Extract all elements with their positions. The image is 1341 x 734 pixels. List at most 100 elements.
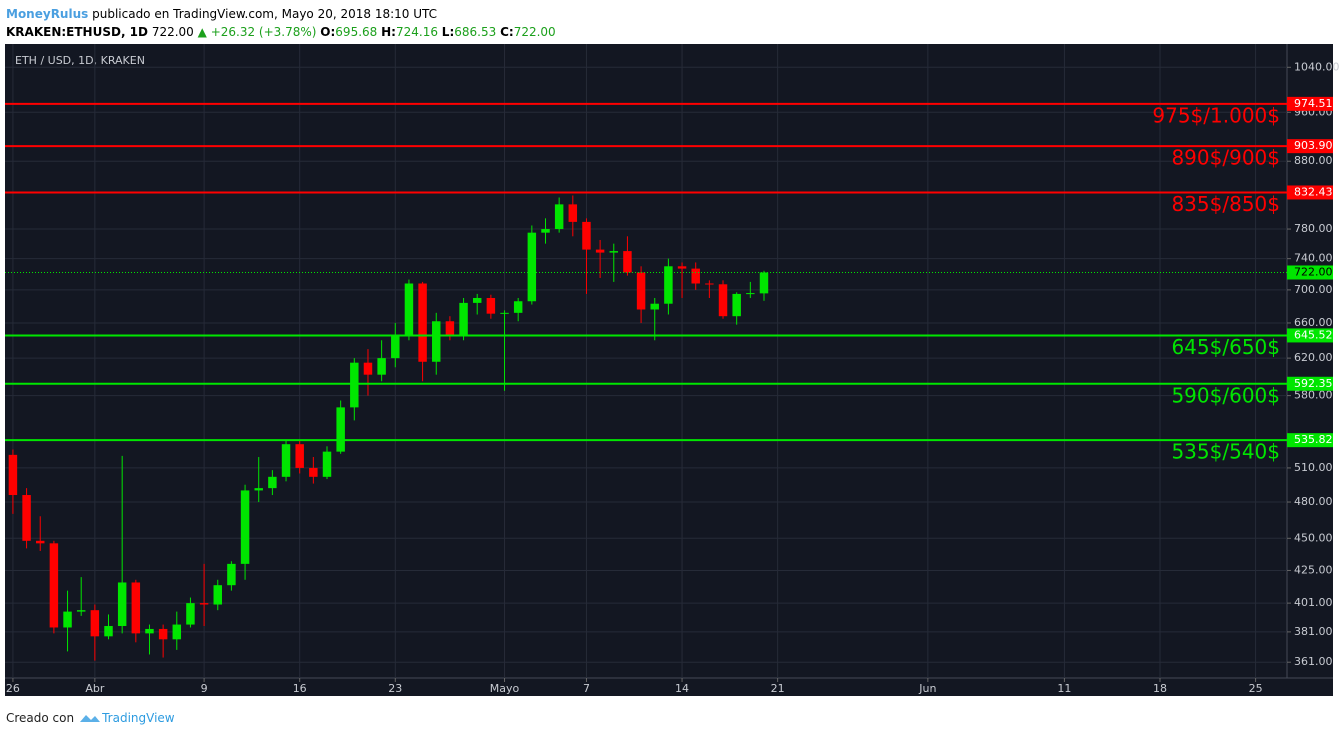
ohlc-val: 686.53	[454, 25, 497, 39]
level-label: 645.52	[1294, 328, 1333, 341]
x-tick-label: 26	[6, 682, 20, 695]
level-label: 903.90	[1294, 139, 1333, 152]
candle-body	[76, 610, 86, 612]
y-tick-label: 880.00	[1294, 154, 1333, 167]
candle-body	[568, 204, 578, 222]
level-label: 974.51	[1294, 97, 1333, 110]
candle-body	[718, 284, 728, 317]
candle-body	[131, 582, 141, 634]
candle-body	[418, 283, 427, 362]
x-tick-label: 16	[293, 682, 307, 695]
candle-body	[691, 268, 700, 284]
candle-body	[595, 249, 605, 253]
candle-body	[158, 628, 168, 640]
change: +26.32 (+3.78%)	[210, 25, 317, 39]
y-tick-label: 510.00	[1294, 461, 1333, 474]
ohlc-val: 695.68	[335, 25, 378, 39]
candle-body	[732, 293, 741, 317]
candle-body	[623, 251, 632, 273]
candle-body	[336, 407, 345, 452]
x-tick-label: 25	[1249, 682, 1263, 695]
candle-body	[104, 626, 113, 637]
y-tick-label: 425.00	[1294, 563, 1333, 576]
candle-body	[391, 335, 400, 359]
candle-body	[677, 266, 687, 269]
candle-body	[8, 454, 18, 496]
x-tick-label: 7	[583, 682, 590, 695]
candle-body	[445, 321, 455, 336]
candle-body	[227, 563, 236, 586]
y-tick-label: 361.00	[1294, 655, 1333, 668]
candle-body	[500, 312, 509, 314]
chart: ETH / USD, 1D, KRAKEN 1040.00960.00880.0…	[0, 42, 1341, 698]
level-annotation: 890$/900$	[1171, 146, 1280, 170]
header-line-2: KRAKEN:ETHUSD, 1D 722.00 ▲ +26.32 (+3.78…	[6, 23, 556, 41]
y-tick-label: 580.00	[1294, 389, 1333, 402]
level-tag	[1287, 96, 1333, 111]
candle-body	[281, 444, 291, 477]
last: 722.00	[151, 25, 194, 39]
candle-body	[172, 624, 182, 640]
candle-body	[582, 221, 591, 250]
last-price-label: 722.00	[1294, 265, 1333, 278]
candle-body	[240, 490, 250, 564]
candle-body	[322, 451, 332, 477]
candle-body	[609, 251, 619, 253]
candle-body	[186, 603, 195, 625]
level-label: 592.35	[1294, 377, 1333, 390]
logo	[80, 715, 101, 722]
brand[interactable]: TradingView	[102, 711, 175, 725]
footer: Creado con TradingView	[6, 708, 175, 725]
x-tick-label: Mayo	[490, 682, 520, 695]
x-tick-label: 21	[771, 682, 785, 695]
level-label: 832.43	[1294, 185, 1333, 198]
ohlc-key: L:	[441, 25, 455, 39]
candle-body	[459, 302, 468, 336]
y-tick-label: 620.00	[1294, 351, 1333, 364]
candle-body	[554, 204, 564, 230]
arrow: ▲	[197, 25, 207, 39]
ohlc-val: 722.00	[513, 25, 556, 39]
author: MoneyRulus	[6, 7, 89, 21]
header: MoneyRulus publicado en TradingView.com,…	[6, 5, 556, 41]
candle-body	[295, 444, 304, 468]
y-tick-label: 450.00	[1294, 531, 1333, 544]
last-price-tag	[1287, 265, 1333, 280]
candle-body	[746, 293, 755, 295]
y-tick-label: 700.00	[1294, 283, 1333, 296]
candle-body	[35, 540, 45, 544]
x-tick-label: 23	[388, 682, 402, 695]
candle-body	[213, 585, 222, 605]
level-annotation: 535$/540$	[1171, 440, 1280, 464]
candle-body	[117, 582, 127, 627]
x-tick-label: 18	[1153, 682, 1167, 695]
x-tick-label: 14	[675, 682, 689, 695]
candle-body	[705, 283, 714, 285]
candle-body	[268, 476, 277, 489]
y-tick-label: 660.00	[1294, 316, 1333, 329]
candle-body	[63, 611, 72, 628]
candle-body	[636, 272, 646, 310]
level-tag	[1287, 328, 1333, 343]
candle-body	[650, 303, 659, 310]
candle-body	[513, 301, 523, 313]
candle-body	[49, 543, 59, 628]
y-tick-label: 401.00	[1294, 596, 1333, 609]
candle-body	[759, 272, 769, 294]
candle-body	[527, 232, 537, 302]
y-tick-label: 1040.00	[1294, 60, 1340, 73]
candle-body	[432, 321, 441, 362]
level-tag	[1287, 185, 1333, 200]
header-line-1: MoneyRulus publicado en TradingView.com,…	[6, 5, 556, 23]
ohlc-key: C:	[500, 25, 514, 39]
y-tick-label: 381.00	[1294, 625, 1333, 638]
level-annotation: 590$/600$	[1171, 383, 1280, 407]
candle-body	[254, 488, 263, 491]
level-tag	[1287, 433, 1333, 448]
candle-body	[22, 495, 31, 541]
symbol: KRAKEN:ETHUSD, 1D	[6, 25, 148, 39]
made-with: Creado con	[6, 711, 75, 725]
candle-body	[309, 467, 318, 477]
level-tag	[1287, 376, 1333, 391]
y-tick-label: 740.00	[1294, 252, 1333, 265]
